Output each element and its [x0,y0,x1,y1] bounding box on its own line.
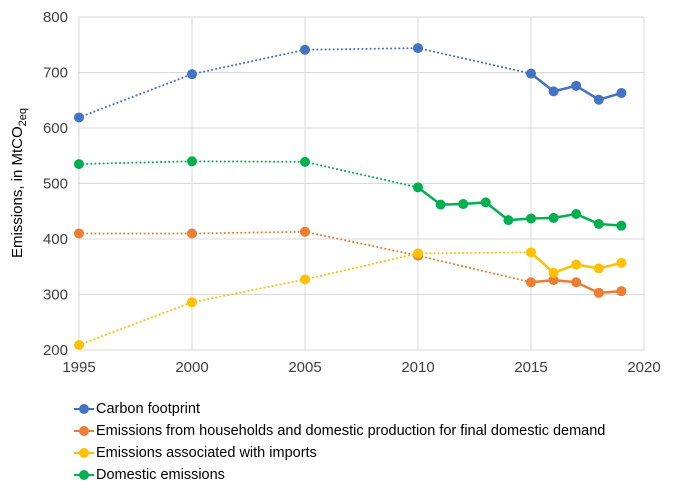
y-tick-label: 800 [43,9,68,26]
x-tick-label: 2020 [627,359,660,376]
series-segment-dotted [191,278,306,304]
data-point [413,248,423,259]
legend-label: Carbon footprint [96,401,200,417]
data-point [526,247,536,258]
y-tick-label: 500 [43,176,68,193]
series-segment-dotted [304,47,419,51]
y-axis-label-subscript: 2eq [17,108,29,126]
data-point [616,220,627,231]
data-point [616,286,627,297]
data-point [571,80,582,91]
y-tick-label: 400 [43,231,68,248]
data-point [593,287,604,298]
data-point [300,44,310,55]
data-point [526,277,536,288]
gridlines [78,16,645,351]
data-point [548,267,559,278]
legend-label: Domestic emissions [96,467,225,483]
x-tick-label: 1995 [62,359,95,376]
data-point [300,226,310,237]
data-point [187,156,197,167]
data-point [187,228,197,239]
chart: 1995 2000 2005 2010 2015 2020 200 300 400 500 600… [9,9,661,376]
series-segment-dotted [191,48,306,76]
data-point [548,86,559,97]
data-point [571,209,582,220]
y-tick-label: 300 [43,287,68,304]
x-axis-ticks: 1995 2000 2005 2010 2015 2020 [62,359,660,376]
y-tick-label: 600 [43,120,68,137]
series-segment-dotted [78,160,193,166]
legend: Carbon footprint Emissions from household… [74,398,605,486]
data-point [74,340,84,351]
data-point [571,259,582,270]
data-point [74,112,84,123]
data-point [548,212,559,223]
x-tick-label: 2000 [175,359,208,376]
legend-swatch [74,447,94,459]
data-point [187,297,197,308]
legend-item-2: Emissions from households and domestic p… [74,420,605,442]
data-point [503,215,514,226]
x-tick-label: 2015 [514,359,547,376]
legend-swatch [74,469,94,481]
data-point [593,263,604,274]
data-point [435,199,446,210]
series-segment [529,251,555,275]
x-tick-label: 2005 [288,359,321,376]
series-segment-dotted [417,254,532,284]
series-3 [74,247,627,351]
data-point [593,219,604,230]
data-point [616,88,627,99]
data-point [300,156,310,167]
y-tick-label: 700 [43,65,68,82]
data-point [571,277,582,288]
data-point [74,228,84,239]
data-point [187,69,197,80]
legend-label: Emissions from households and domestic p… [96,423,606,439]
series-segment-dotted [78,301,193,347]
series-segment-dotted [304,252,419,281]
series-4 [74,156,627,231]
series-segment-dotted [417,251,532,255]
data-point [74,159,84,170]
data-point [413,43,423,54]
series-segment-dotted [304,160,419,189]
legend-item-3: Emissions associated with imports [74,442,605,464]
data-point [526,68,536,79]
legend-swatch [74,425,94,437]
data-point [300,274,310,285]
data-point [480,197,491,208]
series-segment-dotted [417,47,532,75]
y-axis-ticks: 200 300 400 500 600 700 800 [43,9,68,359]
y-axis-label: Emissions, in MtCO2eq [9,108,29,258]
data-point [458,199,469,210]
y-axis-label-main: Emissions, in MtCO [9,126,26,258]
legend-label: Emissions associated with imports [96,445,317,461]
data-point [526,213,536,224]
legend-item-1: Carbon footprint [74,398,605,420]
data-point [616,257,627,268]
series-segment-dotted [191,230,306,235]
data-point [413,182,423,193]
data-point [548,275,559,286]
series-1 [74,43,627,123]
series-segment-dotted [191,160,306,163]
series-segment-dotted [304,230,419,257]
y-tick-label: 200 [43,342,68,359]
series-layer [74,43,627,351]
data-point [593,94,604,105]
legend-swatch [74,403,94,415]
x-tick-label: 2010 [401,359,434,376]
legend-item-4: Domestic emissions [74,464,605,486]
series-segment-dotted [78,73,193,119]
